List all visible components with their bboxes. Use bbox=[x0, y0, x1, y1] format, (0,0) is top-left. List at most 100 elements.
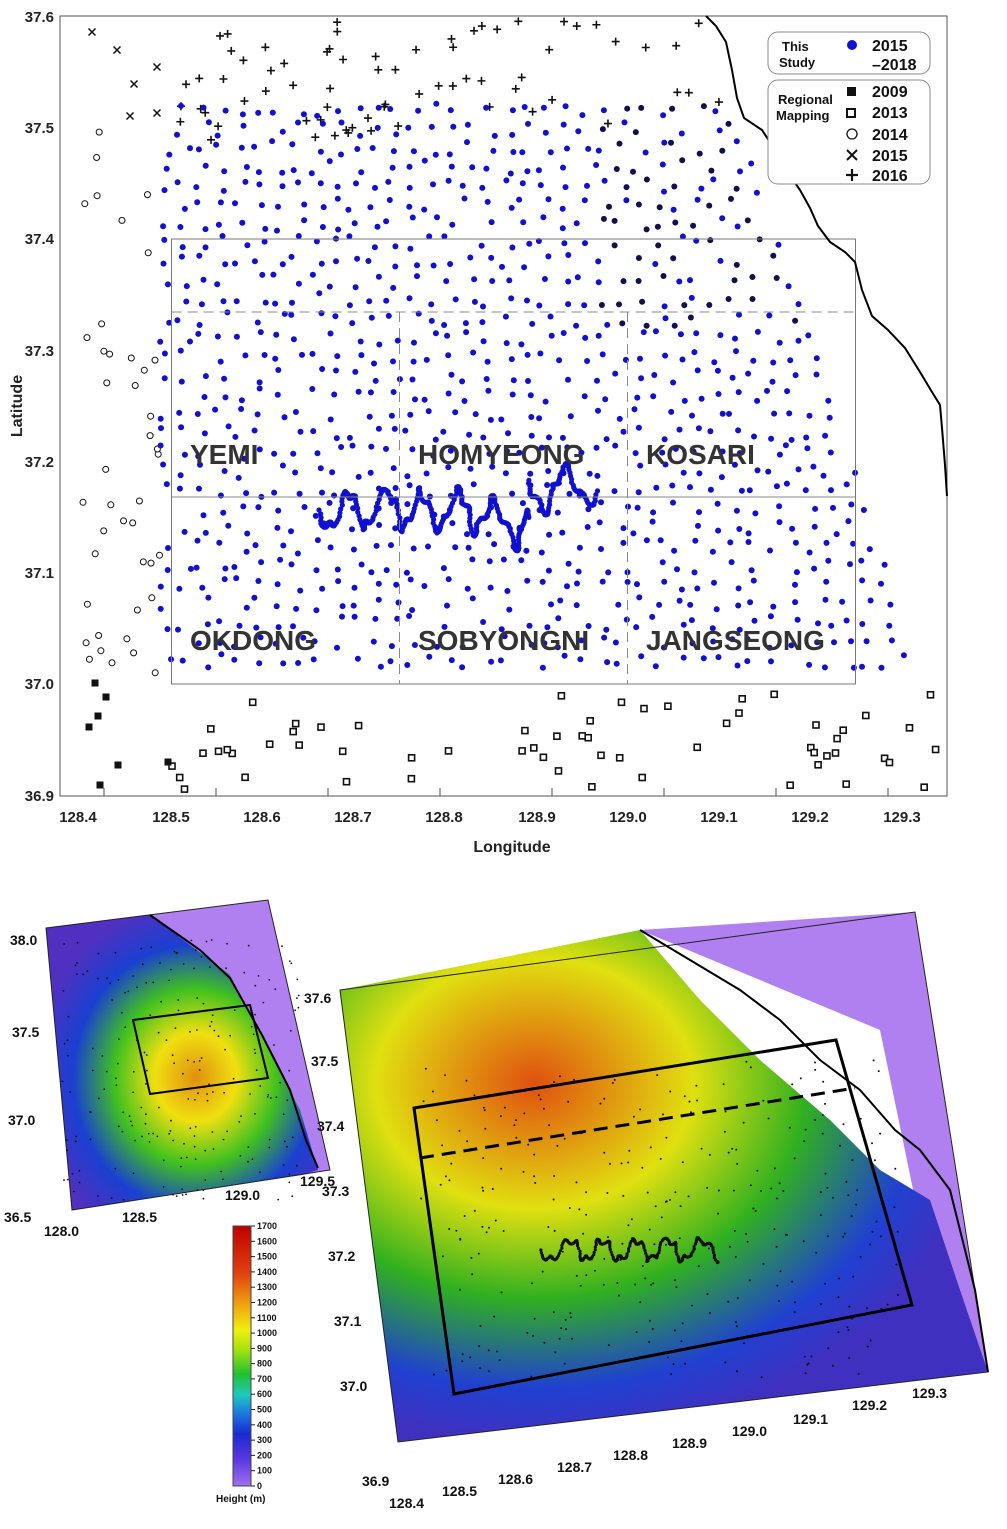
station-dot bbox=[277, 556, 284, 563]
station-dot bbox=[554, 644, 561, 651]
dem-station-dot bbox=[115, 1077, 117, 1080]
dem-station-dot bbox=[170, 968, 172, 971]
station-dot bbox=[736, 526, 743, 532]
legend-marker-2014 bbox=[846, 128, 858, 140]
station-map: YEMI HOMYEONG KOSARI OKDONG SOBYONGNI JA… bbox=[9, 9, 948, 856]
station-dot bbox=[792, 539, 799, 546]
station-dot bbox=[346, 233, 353, 240]
dem-traverse-dot bbox=[609, 1250, 613, 1254]
dem-station-dot bbox=[157, 1031, 160, 1034]
station-dot bbox=[433, 100, 440, 107]
dem-station-dot bbox=[724, 1110, 727, 1113]
dem-station-dot bbox=[700, 1147, 703, 1150]
dem-traverse-dot bbox=[558, 1249, 563, 1253]
dem-station-dot bbox=[843, 1232, 846, 1235]
x-tick-label: 128.8 bbox=[425, 809, 463, 826]
station-2014 bbox=[140, 366, 148, 374]
station-dot bbox=[733, 261, 740, 268]
station-dot bbox=[562, 184, 569, 191]
dem-station-dot bbox=[533, 1175, 536, 1178]
station-dot bbox=[616, 301, 622, 308]
station-dot bbox=[445, 464, 452, 471]
station-2013 bbox=[926, 690, 935, 699]
dem-station-dot bbox=[97, 977, 99, 980]
station-dot bbox=[707, 237, 714, 244]
dem-detail-y-tick: 36.9 bbox=[362, 1473, 389, 1489]
station-2013 bbox=[223, 745, 232, 754]
y-tick-label: 37.5 bbox=[25, 120, 54, 137]
station-dot bbox=[308, 170, 315, 177]
station-dot bbox=[595, 332, 602, 339]
dem-detail-map: 37.6 37.5 37.4 37.3 37.2 37.1 37.0 36.9 … bbox=[304, 911, 989, 1511]
station-dot bbox=[634, 394, 641, 401]
station-dot bbox=[181, 205, 188, 212]
dem-station-dot bbox=[681, 1161, 684, 1164]
dem-station-dot bbox=[731, 1147, 734, 1150]
station-dot bbox=[257, 329, 264, 336]
y-tick-label: 37.4 bbox=[25, 231, 55, 248]
station-dot bbox=[459, 643, 466, 650]
station-dot bbox=[221, 576, 228, 583]
station-dot bbox=[243, 490, 250, 497]
dem-station-dot bbox=[291, 1195, 294, 1198]
station-dot bbox=[353, 180, 359, 187]
dem-station-dot bbox=[848, 1305, 851, 1308]
dem-station-dot bbox=[196, 1029, 198, 1031]
dem-station-dot bbox=[793, 1157, 796, 1160]
station-dot bbox=[375, 580, 382, 587]
dem-station-dot bbox=[543, 1375, 546, 1378]
traverse-dot bbox=[355, 505, 361, 511]
station-dot bbox=[392, 525, 399, 532]
station-dot bbox=[409, 214, 416, 221]
station-dot bbox=[269, 138, 276, 145]
station-dot bbox=[681, 302, 688, 309]
station-dot bbox=[498, 416, 505, 423]
station-dot bbox=[202, 373, 209, 380]
dem-station-dot bbox=[106, 977, 108, 980]
station-dot bbox=[802, 487, 809, 494]
station-dot bbox=[561, 240, 568, 247]
dem-station-dot bbox=[249, 1093, 252, 1095]
station-dot bbox=[243, 164, 250, 170]
station-dot bbox=[813, 371, 820, 378]
legend-year-2016: 2016 bbox=[872, 168, 908, 185]
station-dot bbox=[390, 358, 396, 365]
station-dot bbox=[386, 197, 393, 203]
dem-station-dot bbox=[459, 1288, 461, 1291]
station-dot bbox=[559, 529, 566, 536]
dem-station-dot bbox=[145, 1083, 147, 1085]
station-dot bbox=[220, 509, 227, 516]
station-dot bbox=[179, 244, 186, 251]
station-dot bbox=[635, 255, 642, 261]
dem-station-dot bbox=[827, 1347, 830, 1350]
station-dot bbox=[351, 613, 358, 620]
dem-station-dot bbox=[202, 1197, 205, 1200]
station-dot bbox=[676, 426, 683, 433]
station-dot bbox=[768, 658, 774, 665]
dem-traverse-dot bbox=[576, 1246, 581, 1250]
dem-station-dot bbox=[193, 967, 195, 970]
station-dot bbox=[764, 387, 770, 394]
station-dot bbox=[383, 218, 390, 225]
station-dot bbox=[749, 296, 756, 302]
station-dot bbox=[255, 578, 262, 584]
station-dot bbox=[334, 183, 341, 190]
dem-station-dot bbox=[279, 1081, 282, 1084]
station-dot bbox=[445, 576, 452, 583]
station-dot bbox=[670, 499, 676, 506]
station-2013 bbox=[770, 690, 779, 699]
station-dot bbox=[735, 602, 742, 609]
station-dot bbox=[368, 314, 375, 321]
dem-station-dot bbox=[533, 1317, 536, 1320]
dem-station-dot bbox=[431, 1090, 434, 1093]
station-dot bbox=[637, 462, 644, 469]
dem-station-dot bbox=[145, 1113, 147, 1116]
dem-station-dot bbox=[481, 1225, 484, 1228]
dem-station-dot bbox=[140, 947, 143, 950]
station-2016 bbox=[280, 59, 289, 68]
station-dot bbox=[255, 169, 262, 176]
station-dot bbox=[509, 131, 516, 138]
station-dot bbox=[620, 428, 627, 435]
station-dot bbox=[671, 183, 678, 190]
dem-station-dot bbox=[654, 1205, 657, 1208]
